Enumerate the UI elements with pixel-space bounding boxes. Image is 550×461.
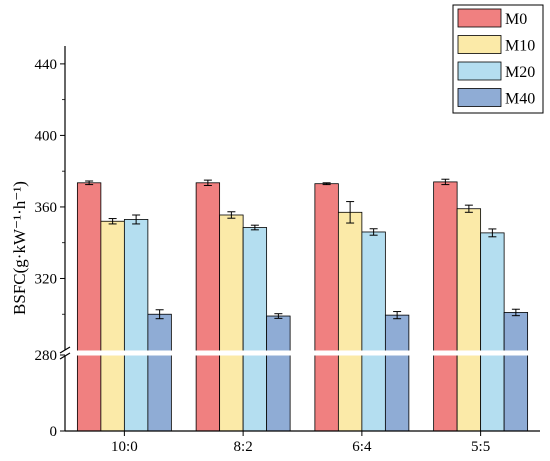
x-tick-label: 6:4 <box>352 439 372 455</box>
bar-m20-3 <box>480 232 505 432</box>
bar-m10-3 <box>456 208 482 432</box>
bar-m40-1 <box>266 315 291 432</box>
bar-m10-2 <box>337 211 363 432</box>
bar-m20-2 <box>361 231 386 432</box>
legend-label-m0: M0 <box>505 11 527 28</box>
axis-break-mark-upper <box>59 346 71 354</box>
bar-m40-0 <box>147 313 172 432</box>
legend-swatch-m20 <box>457 61 502 81</box>
x-tick-label: 10:0 <box>111 439 138 455</box>
bar-m20-0 <box>123 219 149 432</box>
bar-m0-3 <box>433 181 458 432</box>
axes-group: 10:0 8:2 6:4 5:5 0 280 320 360 400 440 <box>35 46 540 455</box>
bars-group <box>76 178 529 432</box>
legend-label-m40: M40 <box>505 91 535 108</box>
legend-label-m10: M10 <box>505 38 535 55</box>
legend-swatch-m40 <box>457 88 502 107</box>
y-axis-title: BSFC(g·kW⁻¹·h⁻¹) <box>10 181 29 315</box>
axis-break-mark-lower <box>59 352 71 360</box>
bar-m40-3 <box>503 312 529 432</box>
legend-swatch-m0 <box>457 8 502 28</box>
x-tick-label: 8:2 <box>234 439 253 455</box>
bar-m0-2 <box>314 183 339 432</box>
legend-swatch-m10 <box>457 35 502 54</box>
y-tick-label: 280 <box>35 348 58 364</box>
bar-m10-0 <box>100 220 125 432</box>
bar-m0-0 <box>76 182 102 432</box>
bar-m40-2 <box>384 314 410 432</box>
y-tick-label: 440 <box>35 57 58 73</box>
legend-label-m20: M20 <box>505 64 535 81</box>
legend: M0 M10 M20 M40 <box>452 4 544 114</box>
y-tick-label: 360 <box>35 200 58 216</box>
y-tick-label: 0 <box>50 424 58 440</box>
y-tick-label: 400 <box>35 128 58 144</box>
bar-m10-1 <box>219 214 244 432</box>
x-tick-label: 5:5 <box>471 439 490 455</box>
bar-m20-1 <box>242 227 268 432</box>
y-tick-label: 320 <box>35 271 58 287</box>
axis-break-band <box>59 350 540 356</box>
bar-m0-1 <box>195 182 221 432</box>
